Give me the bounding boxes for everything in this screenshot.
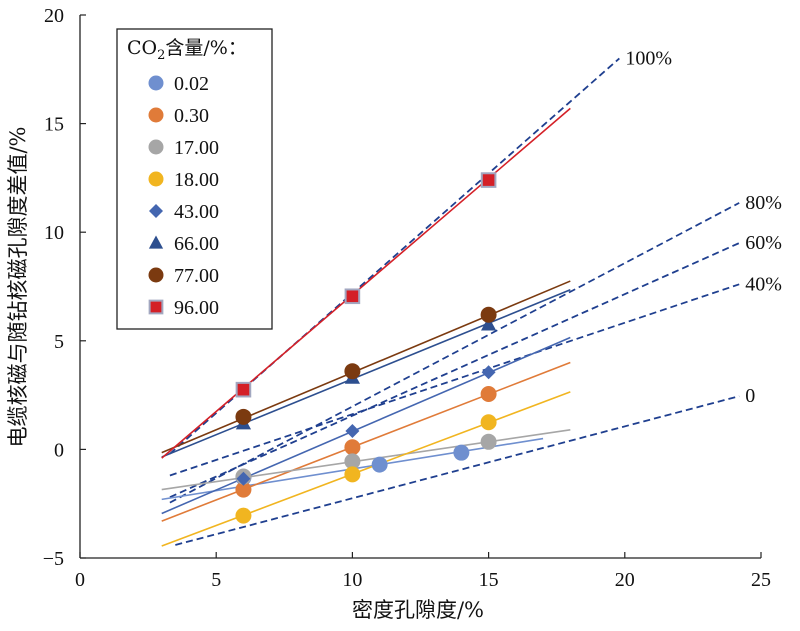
x-tick-label-2: 10 bbox=[342, 569, 362, 591]
data-point-7-1 bbox=[344, 288, 361, 305]
reference-line-2 bbox=[169, 242, 740, 499]
fit-line-7 bbox=[161, 107, 571, 459]
x-tick-label-5: 25 bbox=[751, 569, 771, 591]
y-tick-label-3: 10 bbox=[44, 222, 64, 244]
y-tick-label-1: 0 bbox=[54, 439, 64, 461]
x-tick-label-4: 20 bbox=[615, 569, 635, 591]
y-ticks: −5 0 5 10 15 20 bbox=[43, 5, 86, 570]
data-point-4-1 bbox=[345, 423, 360, 438]
legend-items: 0.02 0.30 17.00 18.00 43.00 66.00 77.00 96.00 bbox=[148, 73, 219, 319]
reference-line-3 bbox=[169, 283, 740, 477]
reference-line-1 bbox=[169, 202, 740, 504]
reference-line-label-1: 80% bbox=[745, 192, 782, 214]
y-tick-label-4: 15 bbox=[44, 114, 64, 136]
legend-title-post: 含量/%： bbox=[165, 37, 246, 59]
data-point-1-1 bbox=[344, 439, 361, 456]
data-markers bbox=[235, 172, 497, 524]
x-tick-label-3: 15 bbox=[479, 569, 499, 591]
legend-label-1: 0.30 bbox=[174, 105, 209, 127]
y-tick-label-0: −5 bbox=[43, 548, 64, 570]
data-point-1-2 bbox=[480, 386, 497, 403]
y-axis-title: 电缆核磁与随钻核磁孔隙度差值/% bbox=[6, 126, 30, 447]
legend: CO2含量/%： 0.02 0.30 17.00 18.00 43.00 66.00 77.… bbox=[116, 28, 273, 330]
data-point-6-1 bbox=[344, 363, 361, 380]
legend-label-6: 77.00 bbox=[174, 265, 219, 287]
x-ticks: 0 5 10 15 20 25 bbox=[75, 552, 771, 591]
legend-marker-1 bbox=[148, 107, 164, 123]
legend-box bbox=[116, 28, 273, 330]
fit-line-2 bbox=[161, 429, 571, 491]
legend-marker-6 bbox=[148, 267, 164, 283]
legend-label-0: 0.02 bbox=[174, 73, 209, 95]
legend-marker-4 bbox=[149, 204, 163, 218]
data-point-4-2 bbox=[481, 365, 496, 380]
data-point-3-0 bbox=[235, 507, 252, 524]
data-point-2-1 bbox=[344, 453, 361, 470]
x-tick-label-0: 0 bbox=[75, 569, 85, 591]
legend-marker-3 bbox=[148, 171, 164, 187]
legend-marker-0 bbox=[148, 75, 164, 91]
reference-line-label-0: 100% bbox=[625, 47, 672, 69]
fit-line-6 bbox=[161, 280, 571, 454]
legend-marker-2 bbox=[148, 139, 164, 155]
x-axis-title: 密度孔隙度/% bbox=[352, 598, 484, 622]
data-point-5-2 bbox=[481, 316, 497, 331]
reference-lines bbox=[169, 57, 740, 546]
legend-marker-5 bbox=[148, 235, 164, 249]
reference-line-label-3: 40% bbox=[745, 273, 782, 295]
legend-label-3: 18.00 bbox=[174, 169, 219, 191]
data-point-0-1 bbox=[371, 456, 388, 473]
axes bbox=[79, 15, 761, 559]
legend-label-2: 17.00 bbox=[174, 137, 219, 159]
fit-line-5 bbox=[161, 289, 571, 458]
data-point-6-0 bbox=[235, 408, 252, 425]
legend-title: CO2含量/%： bbox=[127, 37, 247, 63]
data-point-7-2 bbox=[480, 172, 497, 188]
data-point-2-2 bbox=[480, 433, 497, 450]
data-point-3-2 bbox=[480, 414, 497, 431]
data-point-7-0 bbox=[235, 381, 252, 398]
reference-line-4 bbox=[175, 395, 740, 546]
data-point-3-1 bbox=[344, 466, 361, 483]
x-tick-label-1: 5 bbox=[211, 569, 221, 591]
y-tick-label-2: 5 bbox=[54, 331, 64, 353]
legend-marker-7 bbox=[148, 299, 164, 315]
legend-label-4: 43.00 bbox=[174, 201, 219, 223]
y-tick-label-5: 20 bbox=[44, 5, 64, 27]
fit-line-3 bbox=[161, 391, 571, 547]
reference-line-label-2: 60% bbox=[745, 232, 782, 254]
data-point-0-2 bbox=[453, 444, 470, 461]
fit-line-1 bbox=[161, 361, 571, 522]
data-point-4-0 bbox=[236, 471, 251, 486]
fit-line-4 bbox=[161, 336, 571, 515]
legend-label-5: 66.00 bbox=[174, 233, 219, 255]
reference-line-labels: 100% 80% 60% 40% 0 bbox=[625, 47, 782, 407]
legend-label-7: 96.00 bbox=[174, 297, 219, 319]
data-point-1-0 bbox=[235, 481, 252, 498]
data-point-6-2 bbox=[480, 306, 497, 323]
reference-line-label-4: 0 bbox=[745, 385, 755, 407]
legend-title-pre: CO bbox=[127, 37, 157, 59]
legend-title-sub: 2 bbox=[157, 48, 165, 63]
